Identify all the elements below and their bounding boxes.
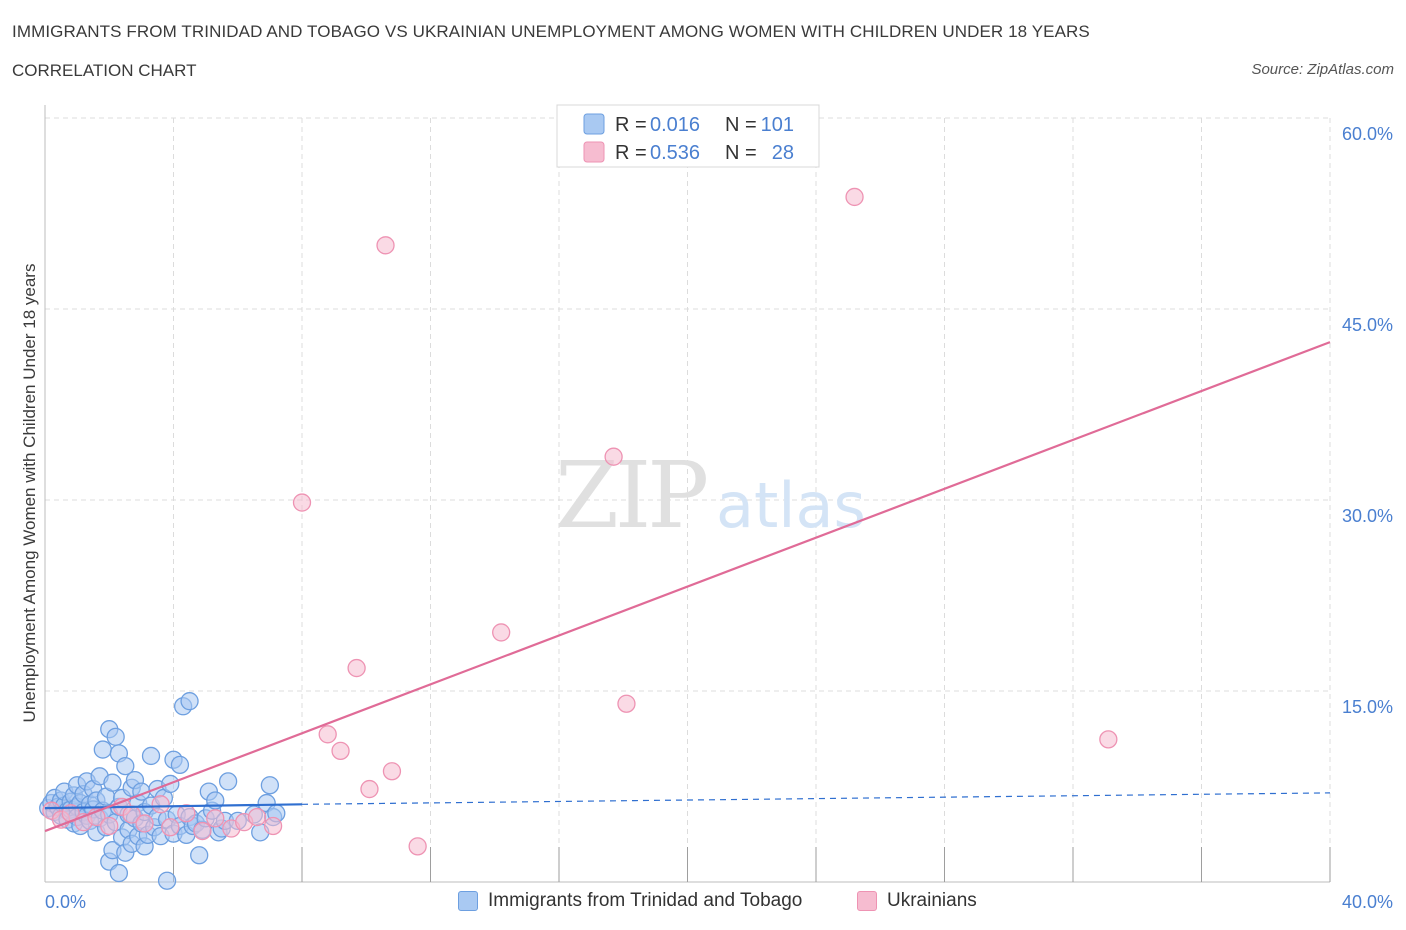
watermark: ZIP atlas	[555, 442, 866, 549]
chart-source: Source: ZipAtlas.com	[1251, 61, 1394, 78]
point-trinidad	[157, 871, 177, 890]
y-tick-label: 45.0%	[1342, 315, 1393, 335]
stats-n-value: 28	[772, 142, 794, 164]
point-ukrainians	[247, 807, 267, 827]
stats-r-value: 0.536	[650, 142, 700, 164]
stats-swatch	[583, 113, 605, 135]
point-ukrainians	[318, 725, 337, 744]
legend-item-trinidad: Immigrants from Trinidad and Tobago	[458, 890, 802, 912]
point-trinidad	[260, 776, 280, 795]
point-trinidad	[116, 756, 135, 776]
chart-title: IMMIGRANTS FROM TRINIDAD AND TOBAGO VS U…	[12, 22, 1090, 41]
point-ukrainians	[135, 814, 154, 833]
point-ukrainians	[206, 809, 225, 828]
point-ukrainians	[1099, 730, 1118, 749]
point-ukrainians	[360, 779, 379, 799]
point-ukrainians	[177, 804, 196, 823]
point-trinidad	[106, 727, 125, 746]
point-ukrainians	[100, 816, 119, 836]
x-tick-label-min: 0.0%	[45, 892, 86, 912]
point-ukrainians	[382, 762, 402, 781]
point-ukrainians	[492, 623, 511, 642]
point-ukrainians	[845, 187, 864, 207]
bottom-legend: Immigrants from Trinidad and Tobago Ukra…	[0, 888, 1406, 918]
y-axis-label: Unemployment Among Women with Children U…	[20, 264, 39, 723]
point-trinidad	[190, 846, 209, 865]
trend-line-ukrainians	[44, 341, 1331, 833]
point-ukrainians	[151, 795, 170, 814]
point-trinidad	[93, 740, 112, 759]
point-ukrainians	[604, 447, 623, 466]
chart-subtitle: CORRELATION CHART	[12, 61, 197, 80]
y-tick-label: 15.0%	[1342, 697, 1393, 717]
stats-n-value: 101	[761, 114, 794, 136]
point-ukrainians	[331, 741, 350, 760]
watermark-atlas: atlas	[716, 469, 866, 542]
point-trinidad	[109, 863, 129, 883]
trend-lines	[44, 341, 1331, 833]
tick-labels: 15.0% 30.0% 45.0% 60.0% 0.0% 40.0%	[45, 124, 1393, 912]
point-ukrainians	[376, 236, 395, 255]
point-ukrainians	[161, 818, 180, 837]
stats-swatch	[583, 141, 605, 163]
watermark-zip: ZIP	[555, 442, 706, 549]
x-tick-label-max: 40.0%	[1342, 892, 1393, 912]
stats-n-label: N =	[725, 142, 757, 164]
series-trinidad-points	[39, 692, 286, 890]
legend-label-ukrainians: Ukrainians	[887, 890, 977, 911]
series-ukrainians-points	[42, 187, 1118, 856]
point-trinidad	[218, 772, 238, 791]
point-ukrainians	[347, 658, 366, 678]
point-trinidad	[170, 755, 190, 775]
point-trinidad	[103, 773, 122, 792]
stats-r-label: R =	[615, 114, 647, 136]
legend-item-ukrainians: Ukrainians	[857, 890, 977, 912]
y-tick-label: 30.0%	[1342, 506, 1393, 526]
axes	[44, 105, 1331, 883]
legend-swatch-blue	[458, 891, 478, 911]
point-ukrainians	[193, 821, 212, 841]
trend-line-trinidad	[44, 803, 303, 810]
stats-r-value: 0.016	[650, 114, 700, 136]
point-ukrainians	[617, 694, 636, 713]
stats-legend: R = 0.016 N = 101 R = 0.536 N = 28	[556, 104, 820, 168]
point-ukrainians	[408, 837, 427, 856]
point-trinidad	[141, 746, 161, 766]
point-trinidad	[180, 692, 199, 711]
point-ukrainians	[263, 816, 283, 836]
y-tick-label: 60.0%	[1342, 124, 1393, 144]
point-ukrainians	[292, 493, 312, 512]
stats-r-label: R =	[615, 142, 647, 164]
stats-n-label: N =	[725, 114, 757, 136]
legend-label-trinidad: Immigrants from Trinidad and Tobago	[488, 890, 803, 911]
legend-swatch-pink	[857, 891, 877, 911]
